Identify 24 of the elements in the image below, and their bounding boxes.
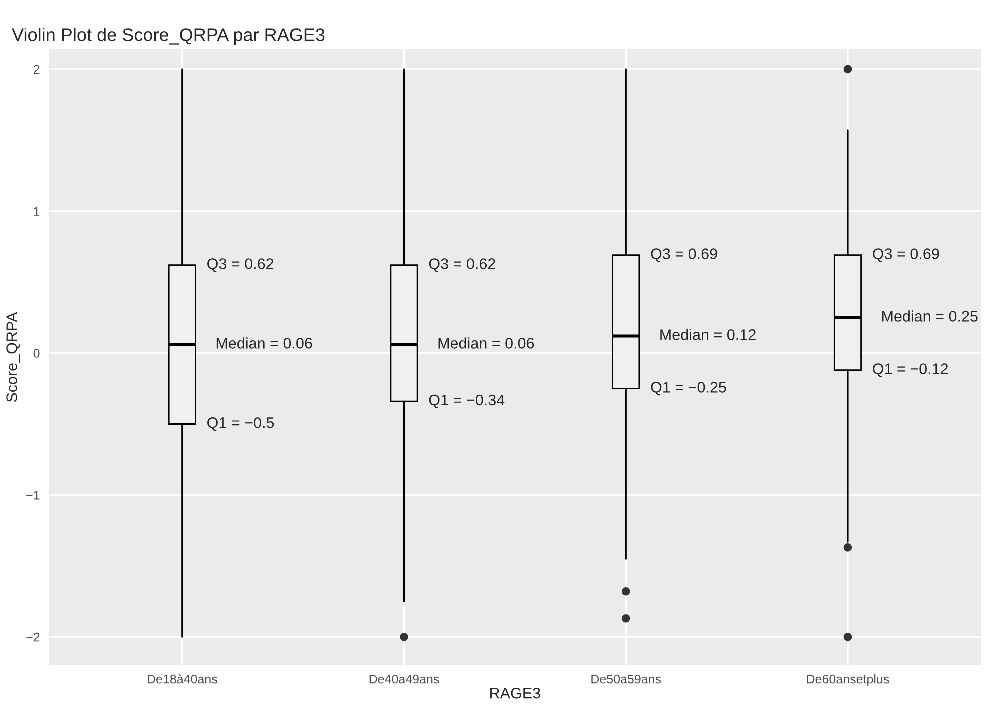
annotation: Q3 = 0.62	[208, 258, 274, 272]
annotation: Q3 = 0.69	[651, 248, 718, 262]
y-tick-label: 1	[34, 207, 40, 216]
annotation: Median = 0.06	[216, 338, 312, 349]
annotation: Q1 = −0.34	[429, 394, 505, 408]
annotation: Q1 = −0.5	[208, 418, 274, 432]
annotation: Median = 0.25	[882, 310, 978, 322]
x-tick-label: De18à40ans	[148, 674, 218, 684]
y-tick-label: 2	[34, 65, 40, 74]
annotation: Q3 = 0.69	[873, 248, 940, 262]
x-tick-label: De50a59ans	[592, 674, 662, 684]
annotation: Q1 = −0.12	[873, 364, 948, 378]
y-axis-title: Score_QRPA	[6, 312, 20, 402]
x-axis-title: RAGE3	[490, 688, 540, 699]
annotation: Median = 0.12	[660, 329, 756, 340]
annotation: Q3 = 0.62	[429, 258, 496, 272]
y-tick-label: −2	[26, 632, 40, 642]
chart-title: Violin Plot de Score_QRPA par RAGE3	[12, 28, 325, 45]
y-tick-label: 0	[34, 349, 40, 358]
annotation: Q1 = −0.25	[651, 382, 726, 396]
x-tick-label: De60ansetplus	[807, 674, 890, 686]
y-tick-label: −1	[26, 491, 40, 500]
annotation: Median = 0.06	[438, 338, 534, 349]
x-tick-label: De40a49ans	[370, 674, 440, 684]
